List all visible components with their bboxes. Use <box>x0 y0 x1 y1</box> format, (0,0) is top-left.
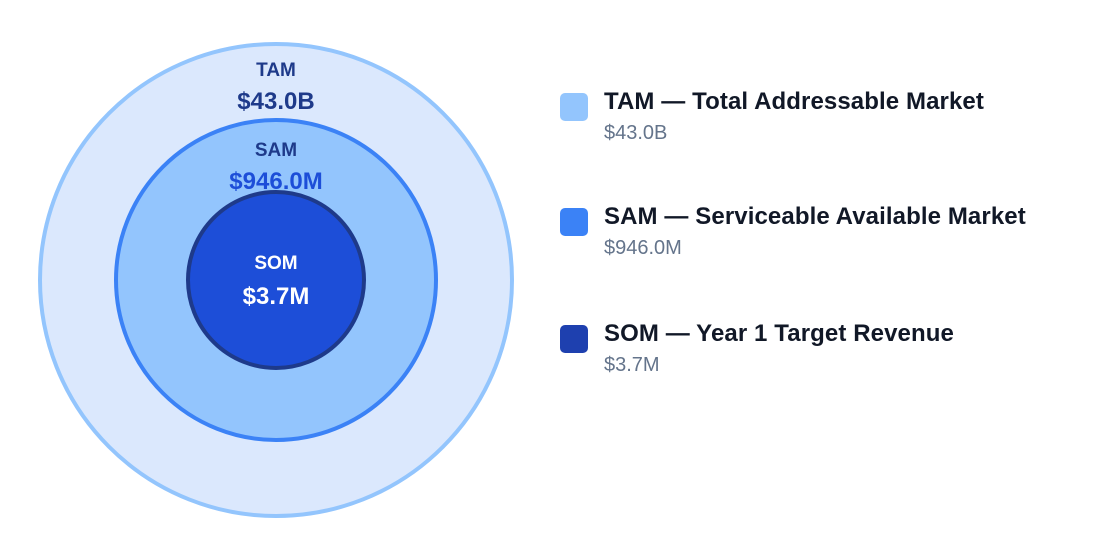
legend-item-tam: TAM — Total Addressable Market $43.0B <box>560 84 1100 144</box>
sam-swatch <box>560 208 588 236</box>
nested-circles-diagram: TAM $43.0B SAM $946.0M SOM $3.7M <box>38 42 514 518</box>
som-circle-value: $3.7M <box>243 283 310 310</box>
legend-value-som: $3.7M <box>604 354 660 376</box>
legend-value-sam: $946.0M <box>604 237 682 259</box>
sam-circle-label: SAM <box>255 140 297 161</box>
legend-item-som: SOM — Year 1 Target Revenue $3.7M <box>560 316 1100 376</box>
legend-value-tam: $43.0B <box>604 122 668 144</box>
legend: TAM — Total Addressable Market $43.0B SA… <box>560 0 1120 560</box>
som-swatch <box>560 325 588 353</box>
legend-title-som: SOM — Year 1 Target Revenue <box>604 320 954 347</box>
tam-circle-label: TAM <box>256 60 296 81</box>
legend-item-sam: SAM — Serviceable Available Market $946.… <box>560 199 1100 259</box>
legend-title-sam: SAM — Serviceable Available Market <box>604 203 1026 230</box>
som-circle-label: SOM <box>254 253 297 274</box>
tam-swatch <box>560 93 588 121</box>
tam-circle-value: $43.0B <box>237 88 314 115</box>
som-circle <box>186 190 366 370</box>
legend-title-tam: TAM — Total Addressable Market <box>604 88 984 115</box>
sam-circle-value: $946.0M <box>229 168 322 195</box>
